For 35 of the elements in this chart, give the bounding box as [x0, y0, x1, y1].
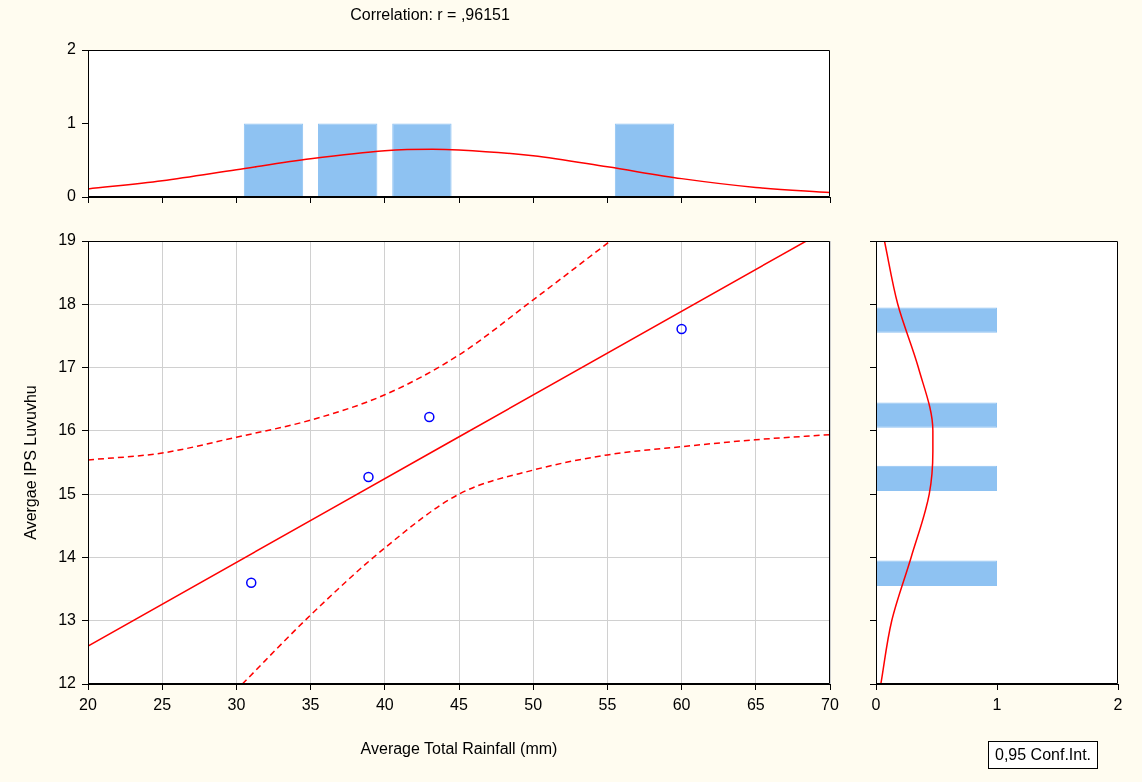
x-tick-label: 65	[746, 696, 765, 714]
line-series	[88, 148, 830, 194]
x-tick-label: 40	[375, 696, 394, 714]
x-tick-label: 25	[153, 696, 172, 714]
y-tick-label: 16	[58, 421, 77, 439]
y-tick-label: 18	[58, 294, 77, 312]
y-tick-label: 2	[67, 40, 77, 58]
x-tick-label: 0	[871, 696, 881, 714]
y-tick-label: 13	[58, 611, 77, 629]
x-tick-label: 2	[1113, 696, 1123, 714]
y-tick-label: 17	[58, 357, 77, 375]
point	[363, 471, 374, 483]
x-tick-label: 20	[79, 696, 97, 714]
line-series	[241, 433, 830, 684]
x-tick-label: 45	[450, 696, 468, 714]
x-tick-label: 60	[672, 696, 691, 714]
x-tick-label: 55	[598, 696, 617, 714]
y-tick-label: 15	[58, 484, 77, 502]
y-axis-title: Avergae IPS Luvuvhu	[22, 385, 40, 540]
x-tick-label: 30	[227, 696, 246, 714]
y-tick-label: 19	[58, 231, 77, 249]
y-tick-label: 1	[67, 113, 77, 131]
text: 0,95 Conf.Int.	[988, 741, 1099, 769]
point	[245, 577, 257, 588]
y-tick-label: 14	[58, 547, 77, 565]
x-tick-label: 35	[301, 696, 320, 714]
x-tick-label: 1	[992, 696, 1002, 714]
x-axis-title: Average Total Rainfall (mm)	[360, 739, 558, 757]
chart-title: Correlation: r = ,96151	[349, 6, 511, 24]
x-tick-label: 50	[524, 696, 543, 714]
y-tick-label: 0	[67, 187, 77, 205]
point	[424, 411, 435, 423]
x-tick-label: 70	[821, 696, 839, 714]
y-tick-label: 12	[58, 674, 77, 692]
point	[676, 323, 687, 335]
